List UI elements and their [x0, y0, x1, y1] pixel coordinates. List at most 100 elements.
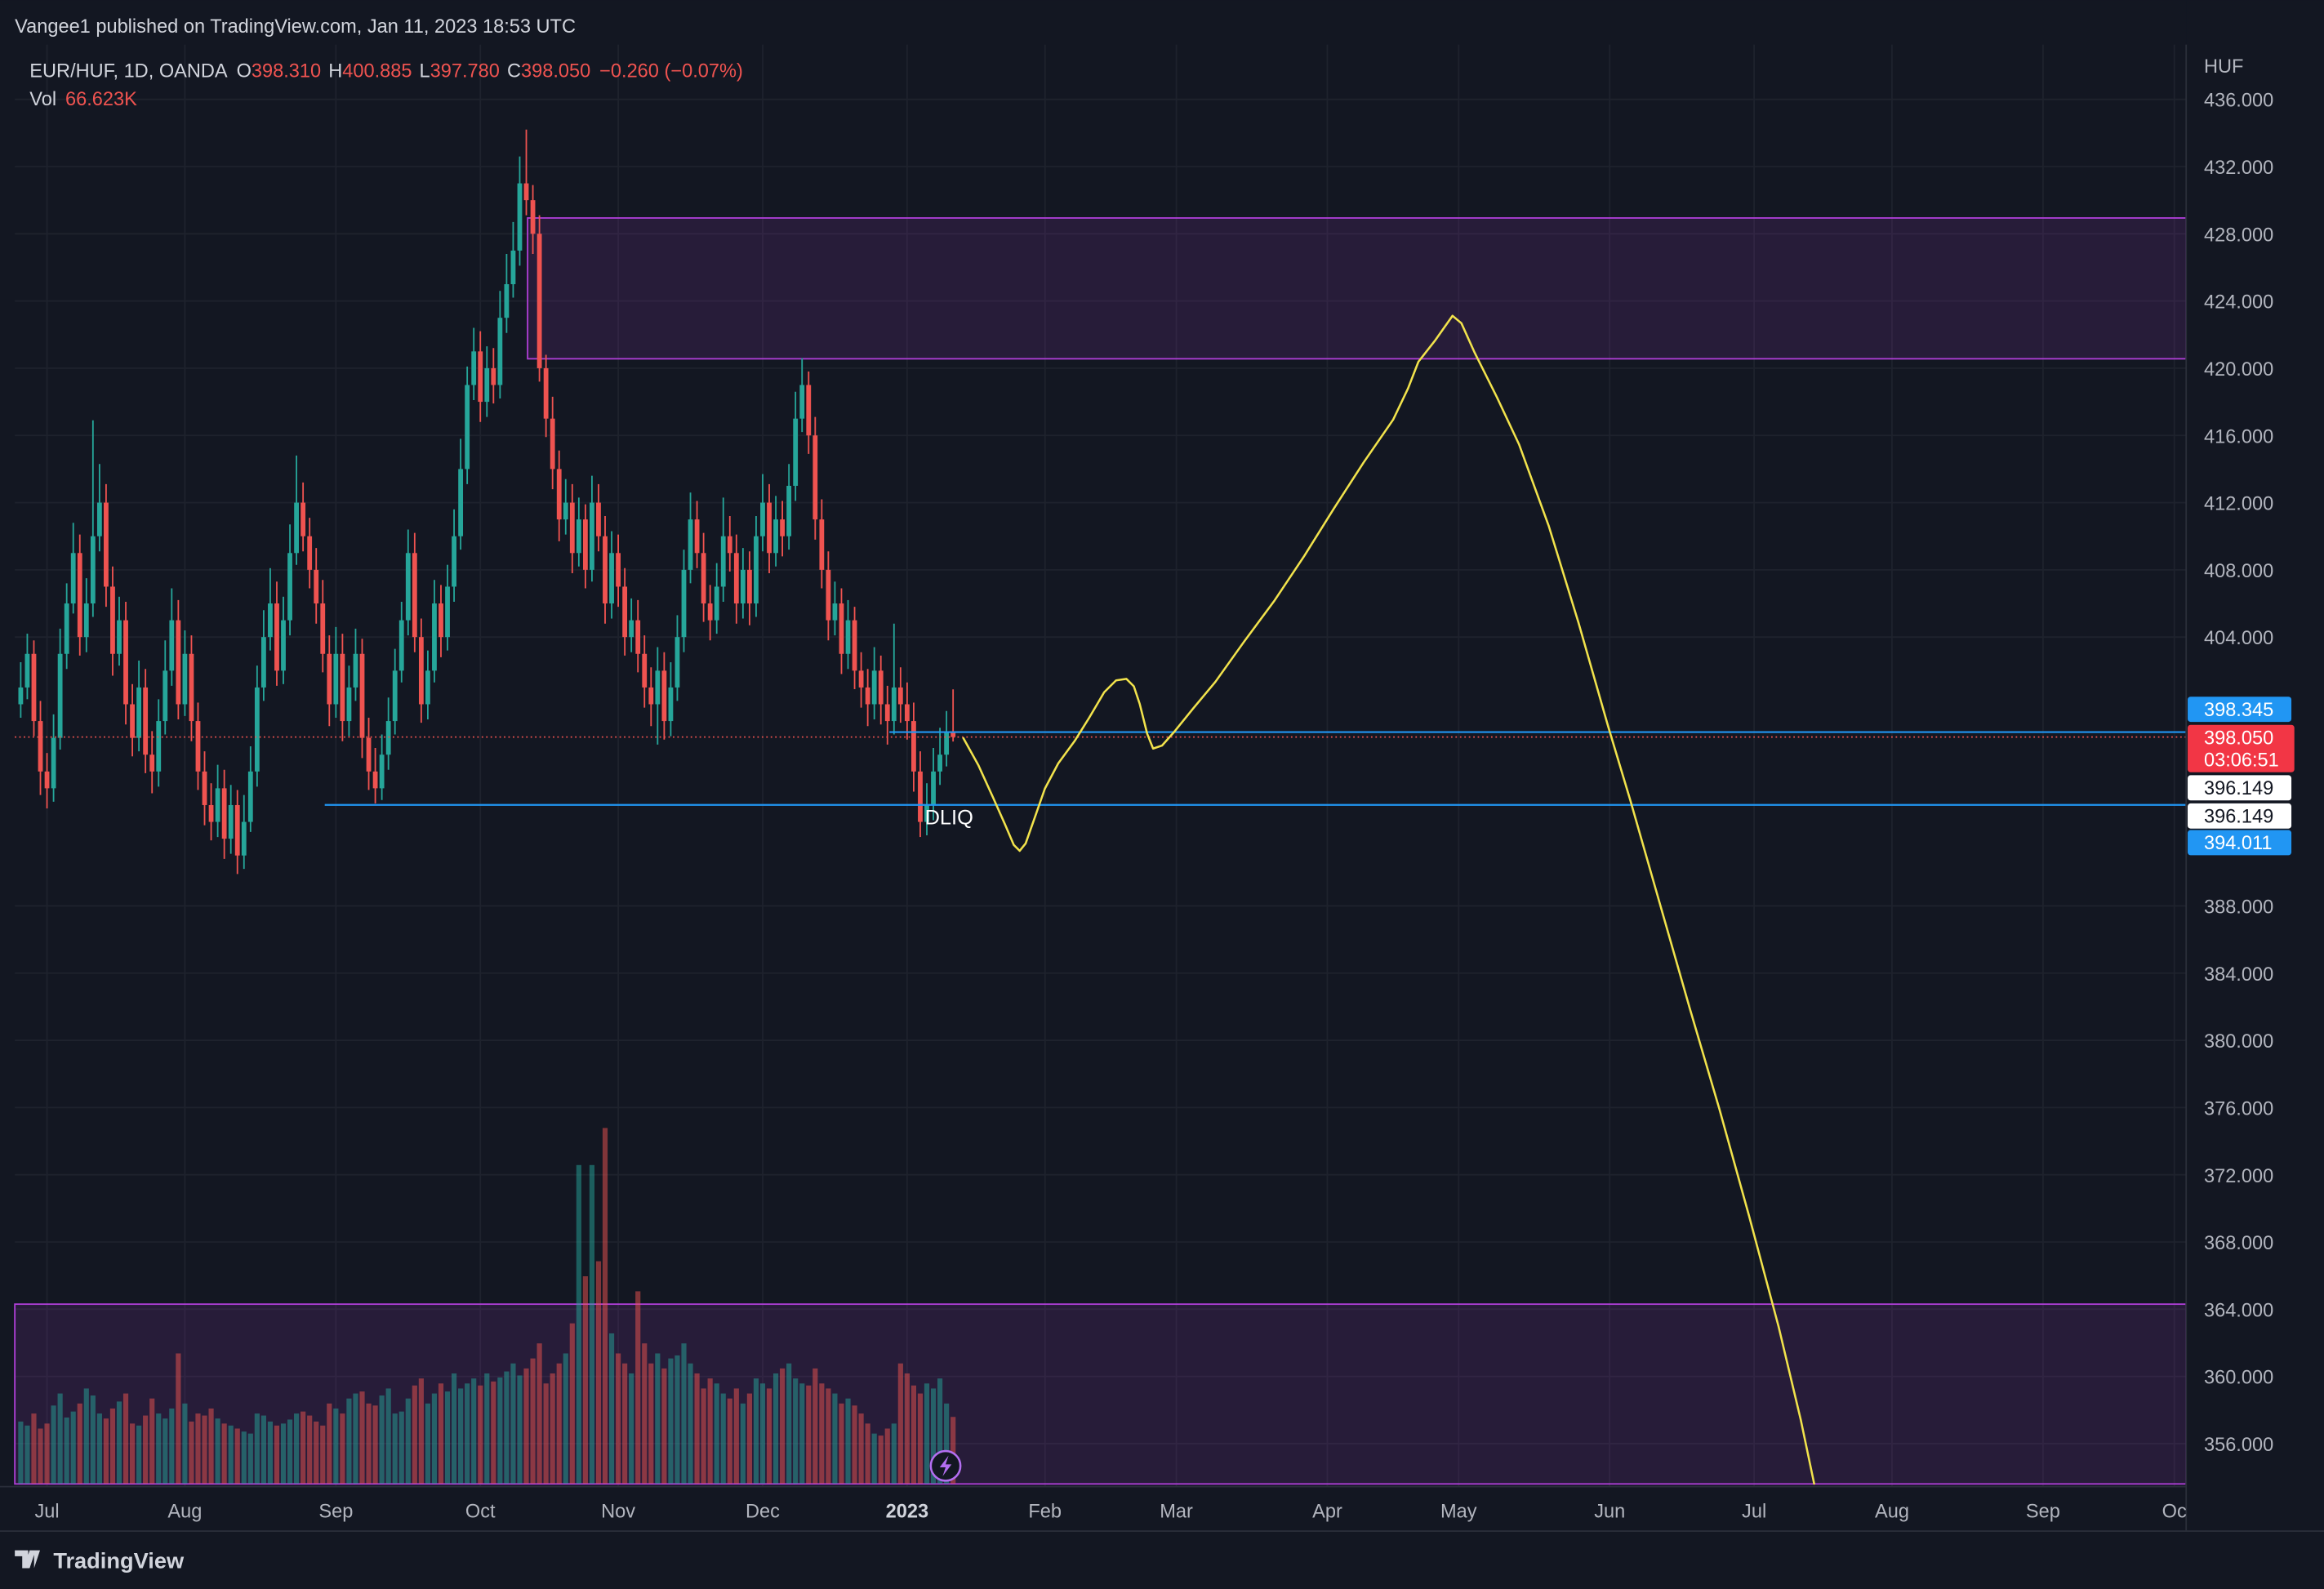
- candle-body: [314, 569, 319, 604]
- candle-body: [38, 721, 43, 772]
- candle-body: [215, 788, 220, 822]
- volume-bar: [497, 1377, 503, 1484]
- zone: [527, 217, 2188, 360]
- candle-body: [937, 754, 942, 772]
- volume-bar: [353, 1393, 358, 1484]
- lines: [15, 731, 2187, 806]
- candle-body: [569, 502, 575, 554]
- y-tick-label: 412.000: [2204, 493, 2273, 514]
- y-tick-label: 364.000: [2204, 1299, 2273, 1320]
- price-badge: [2188, 724, 2295, 772]
- candle-body: [642, 653, 648, 688]
- candle-body: [274, 603, 279, 671]
- price-badge: [2188, 697, 2292, 723]
- x-tick-label: Aug: [1875, 1501, 1909, 1522]
- x-tick-label: Feb: [1028, 1501, 1062, 1522]
- volume-bar: [96, 1413, 102, 1484]
- volume-bar: [832, 1393, 838, 1484]
- candle-body: [799, 385, 805, 419]
- candle-body: [412, 553, 417, 638]
- volume-bar: [819, 1383, 825, 1484]
- volume-bar: [504, 1371, 510, 1484]
- x-tick-label: May: [1440, 1501, 1477, 1522]
- price-badge: [2188, 803, 2292, 829]
- candle-body: [707, 603, 713, 621]
- candle-body: [918, 771, 923, 822]
- volume-bar: [655, 1353, 661, 1484]
- volume-bar: [595, 1261, 602, 1484]
- volume-bar: [608, 1333, 615, 1484]
- forecast-path: [962, 314, 1815, 1485]
- volume-bar: [458, 1388, 464, 1484]
- candle-body: [865, 687, 870, 705]
- price-badge-label: 396.149: [2204, 777, 2273, 799]
- volume-bar: [195, 1413, 201, 1484]
- volume-bar: [740, 1403, 746, 1484]
- candle-body: [327, 653, 332, 705]
- candle-body: [64, 603, 69, 654]
- volume-bar: [550, 1373, 555, 1484]
- legend-change: −0.260 (−0.07%): [599, 60, 743, 82]
- volume: [18, 1128, 956, 1484]
- volume-bar: [359, 1391, 365, 1484]
- candle-body: [287, 553, 292, 621]
- volume-bar: [924, 1383, 930, 1484]
- vol-value: 66.623K: [65, 88, 137, 109]
- volume-bar: [845, 1398, 851, 1484]
- volume-bar: [425, 1403, 430, 1484]
- volume-bar: [228, 1425, 234, 1484]
- x-tick-label: Mar: [1160, 1501, 1193, 1522]
- candle-body: [163, 670, 168, 722]
- candle-body: [911, 721, 916, 772]
- candle-body: [701, 553, 706, 604]
- candle-body: [136, 687, 142, 738]
- candle-body: [681, 569, 687, 638]
- candle-body: [44, 771, 50, 789]
- volume-bar: [83, 1388, 89, 1484]
- candle-body: [18, 687, 24, 705]
- volume-bar: [491, 1381, 496, 1484]
- volume-bar: [661, 1368, 667, 1484]
- volume-bar: [753, 1378, 759, 1484]
- volume-bar: [280, 1423, 287, 1484]
- candle-body: [465, 385, 470, 470]
- volume-bar: [412, 1385, 417, 1484]
- candle-body: [767, 502, 772, 554]
- volume-bar: [247, 1433, 253, 1484]
- candle-body: [780, 519, 786, 536]
- volume-bar: [510, 1363, 516, 1484]
- candle-body: [786, 485, 792, 536]
- replay-icon[interactable]: [929, 1449, 962, 1482]
- volume-bar: [149, 1398, 155, 1484]
- candle-body: [458, 469, 464, 536]
- candle-body: [432, 603, 437, 671]
- x-tick-label: Jul: [1742, 1501, 1766, 1522]
- candle-body: [268, 603, 273, 638]
- y-tick-label: 388.000: [2204, 897, 2273, 918]
- x-tick-label: Aug: [167, 1501, 202, 1522]
- candle-body: [24, 653, 30, 688]
- candle-body: [655, 670, 661, 705]
- candle-body: [247, 771, 253, 822]
- volume-bar: [806, 1385, 812, 1484]
- volume-bar: [51, 1405, 56, 1484]
- candle-body: [563, 502, 568, 520]
- volume-bar: [405, 1398, 411, 1484]
- volume-bar: [182, 1403, 188, 1484]
- volume-bar: [241, 1431, 247, 1484]
- candle-body: [523, 183, 529, 201]
- candle-body: [793, 418, 799, 486]
- volume-bar: [772, 1373, 779, 1484]
- volume-bar: [372, 1405, 378, 1484]
- legend-symbol: EUR/HUF, 1D, OANDA: [29, 60, 228, 82]
- volume-bar: [733, 1388, 739, 1484]
- candle-body: [202, 771, 207, 805]
- volume-bar: [917, 1393, 924, 1484]
- candle-body: [746, 569, 752, 604]
- legend: EUR/HUF, 1D, OANDA O398.310 H400.885 L397.7…: [29, 60, 743, 82]
- candle-body: [727, 536, 732, 554]
- candle-body: [405, 553, 411, 621]
- volume-legend: Vol 66.623K: [29, 88, 137, 109]
